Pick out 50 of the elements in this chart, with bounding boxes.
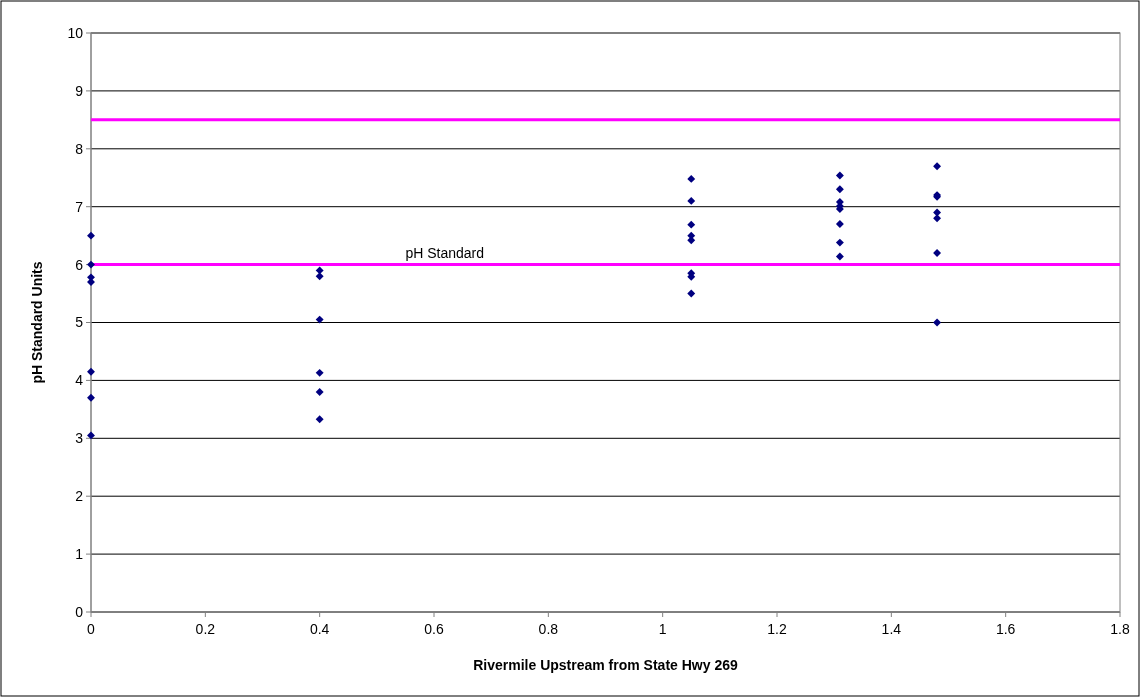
point (87, 260, 95, 269)
y-tick-label: 8 (75, 140, 84, 157)
y-tick-label: 0 (75, 603, 84, 620)
point (933, 249, 942, 257)
point (835, 185, 844, 194)
y-tick-label: 10 (67, 24, 84, 41)
point (315, 266, 324, 275)
y-tick-label: 1 (75, 546, 84, 562)
x-tick-label: 1 (658, 621, 667, 637)
y-tick-label: 9 (75, 82, 84, 99)
point (87, 431, 95, 440)
point (87, 367, 95, 376)
point (933, 162, 942, 171)
x-tick-label: 0.6 (424, 621, 444, 637)
x-tick-label: 1.8 (1110, 621, 1130, 637)
point (315, 388, 324, 396)
point (835, 252, 844, 261)
point (687, 174, 696, 183)
x-tick-label: 0.2 (195, 621, 216, 637)
y-tick-label: 5 (75, 314, 84, 331)
point (687, 220, 696, 229)
y-axis-title: pH Standard Units (29, 261, 45, 384)
x-tick-label: 0.4 (309, 621, 330, 637)
y-tick-label: 6 (75, 256, 84, 273)
point (315, 272, 324, 281)
x-axis-title: Rivermile Upstream from State Hwy 269 (473, 657, 738, 673)
y-tick-label: 2 (75, 488, 84, 505)
y-tick-label: 3 (75, 430, 84, 447)
point (835, 238, 844, 247)
point (315, 315, 324, 324)
x-tick-label: 1.6 (995, 621, 1016, 637)
point (835, 220, 844, 229)
point (687, 196, 696, 205)
point (687, 289, 696, 298)
point (315, 368, 324, 377)
ref-line-label: pH Standard (405, 244, 485, 261)
point (87, 231, 95, 240)
point (87, 393, 95, 402)
point (933, 214, 942, 223)
x-tick-label: 0 (87, 621, 96, 637)
x-tick-label: 1.4 (881, 621, 902, 637)
x-tick-label: 0.8 (538, 621, 559, 637)
point (933, 318, 942, 327)
x-tick-label: 1.2 (767, 621, 787, 637)
point (933, 208, 942, 217)
point (315, 415, 324, 424)
y-tick-label: 7 (75, 198, 84, 215)
y-tick-label: 4 (75, 372, 84, 389)
point (835, 171, 844, 180)
point (687, 236, 696, 245)
